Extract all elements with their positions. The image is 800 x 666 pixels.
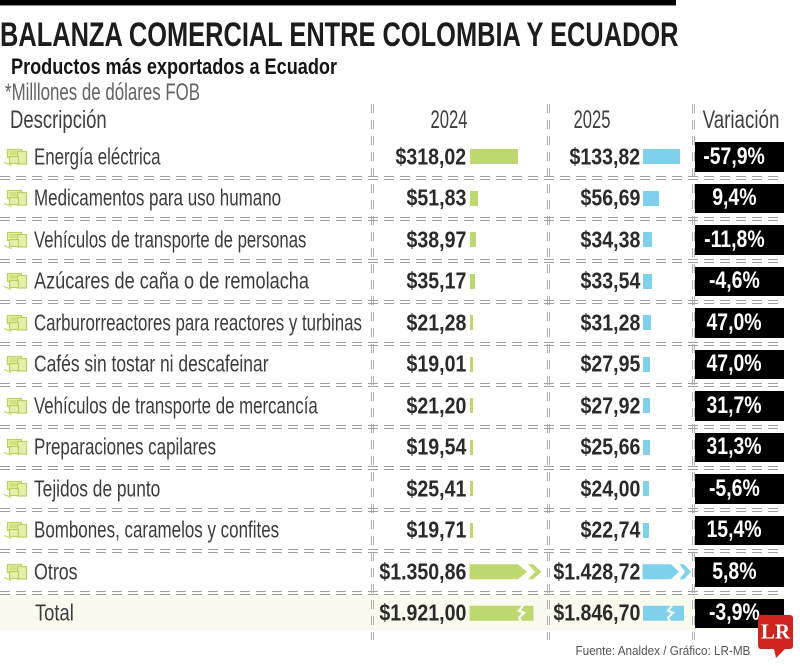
svg-text:LR: LR <box>761 620 791 644</box>
